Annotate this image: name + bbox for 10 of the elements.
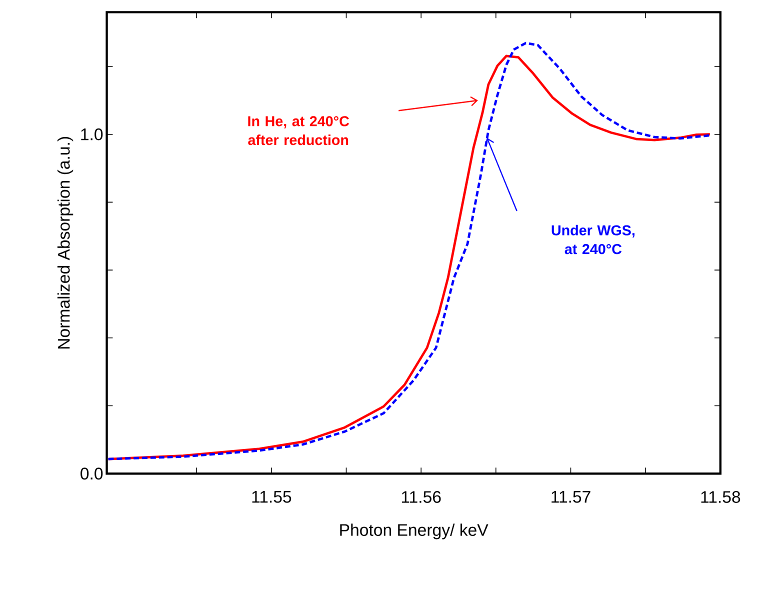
x-tick-label: 11.58 (701, 491, 740, 504)
annotation: Under WGS, at 240°C (552, 224, 634, 254)
annotation: In He, at 240°C after reduction (248, 116, 350, 146)
y-axis-title: Normalized Absorption (a.u.) (57, 137, 74, 349)
y-tick-label: 1.0 (81, 128, 103, 140)
x-tick-label: 11.55 (252, 491, 292, 503)
x-axis-title: Photon Energy/ keV (340, 524, 488, 540)
y-tick-label: 0.0 (80, 468, 103, 480)
x-tick-label: 11.57 (552, 491, 590, 503)
x-tick-label: 11.56 (402, 491, 441, 504)
